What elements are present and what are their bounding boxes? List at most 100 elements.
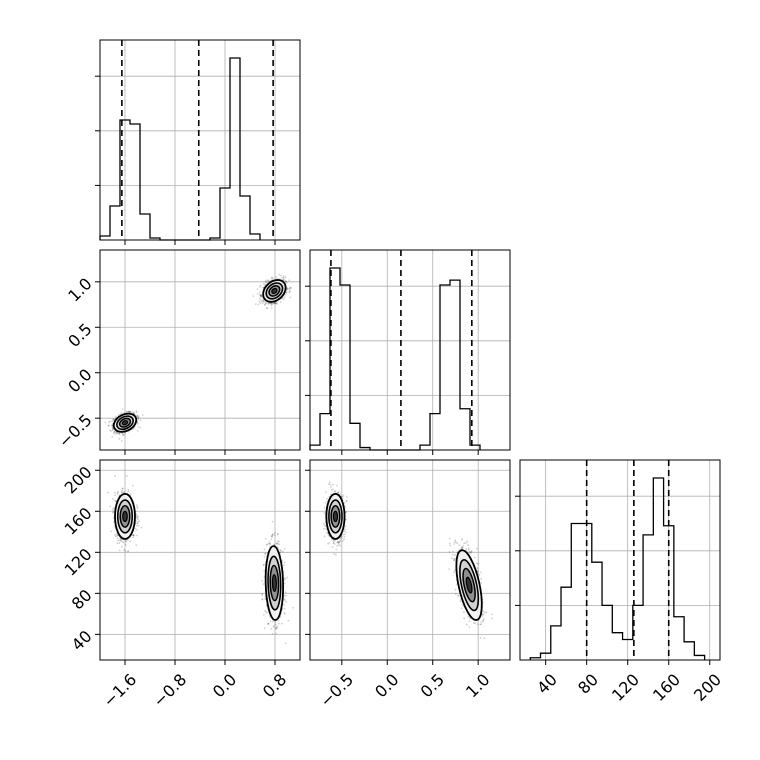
sample-point <box>265 279 267 282</box>
sample-point <box>327 483 330 486</box>
sample-point <box>274 621 277 623</box>
sample-point <box>136 504 138 506</box>
sample-point <box>286 287 289 290</box>
sample-point <box>270 307 273 309</box>
sample-point <box>344 528 346 531</box>
histogram-bars <box>309 267 481 451</box>
sample-point <box>127 488 130 491</box>
sample-point <box>267 622 270 625</box>
sample-point <box>285 280 288 283</box>
x-tick-label: 200 <box>690 670 725 705</box>
sample-point <box>333 490 336 493</box>
x-tick-label: 0.0 <box>209 670 240 701</box>
y-tick-label: 80 <box>68 586 96 614</box>
sample-point <box>112 509 114 512</box>
sample-point <box>322 523 325 525</box>
sample-point <box>336 484 338 487</box>
sample-point <box>268 302 271 305</box>
sample-point <box>264 552 266 555</box>
sample-point <box>111 420 114 423</box>
sample-point <box>275 542 278 545</box>
y-tick-label: 120 <box>61 545 96 580</box>
sample-point <box>270 627 273 630</box>
x-tick-label: 80 <box>574 670 602 698</box>
density-contour <box>271 287 278 294</box>
density-contour <box>121 420 129 426</box>
sample-point <box>263 284 266 287</box>
sample-point <box>334 553 337 556</box>
sample-point <box>267 542 270 545</box>
sample-point <box>120 491 123 494</box>
sample-point <box>136 429 139 432</box>
sample-point <box>283 594 286 597</box>
sample-point <box>278 622 280 625</box>
sample-point <box>328 481 331 484</box>
sample-point <box>285 601 288 603</box>
sample-point <box>337 491 340 493</box>
sample-point <box>287 619 290 622</box>
sample-point <box>286 288 288 291</box>
sample-point <box>260 300 263 303</box>
sample-point <box>264 598 267 601</box>
sample-point <box>343 538 345 541</box>
sample-point <box>264 553 267 556</box>
sample-point <box>120 440 123 442</box>
histogram-panel-2: 40 80 120 160 200 <box>515 459 725 705</box>
sample-point <box>126 539 129 541</box>
sample-point <box>133 411 135 414</box>
sample-point <box>285 282 288 284</box>
sample-point <box>288 279 291 282</box>
panel-frame <box>309 249 511 451</box>
sample-point <box>117 539 120 542</box>
sample-point <box>124 550 127 552</box>
sample-point <box>329 483 332 486</box>
sample-point <box>279 301 282 303</box>
sample-point <box>284 280 287 283</box>
sample-point <box>127 410 130 413</box>
sample-point <box>341 495 344 498</box>
sample-point <box>272 277 274 280</box>
sample-point <box>267 303 270 305</box>
sample-point <box>274 532 277 535</box>
sample-point <box>332 488 334 491</box>
sample-point <box>271 276 273 279</box>
sample-point <box>123 490 125 493</box>
x-tick-label: 160 <box>649 670 684 705</box>
sample-point <box>268 543 271 545</box>
sample-point <box>330 493 332 496</box>
sample-point <box>128 411 131 414</box>
sample-point <box>270 277 273 279</box>
sample-point <box>270 304 273 307</box>
sample-point <box>323 512 326 514</box>
sample-point <box>135 524 138 527</box>
sample-point <box>284 296 286 299</box>
sample-point <box>344 533 346 536</box>
sample-point <box>283 613 286 615</box>
sample-point <box>125 540 128 543</box>
sample-point <box>137 515 140 518</box>
sample-point <box>111 435 114 438</box>
sample-point <box>330 488 333 491</box>
sample-point <box>284 577 287 580</box>
sample-point <box>276 546 279 549</box>
sample-point <box>112 432 115 435</box>
sample-point <box>136 414 139 417</box>
sample-point <box>266 611 268 614</box>
sample-point <box>449 542 451 545</box>
y-tick-label: 1.0 <box>64 274 95 305</box>
sample-point <box>280 550 282 552</box>
sample-point <box>283 611 286 614</box>
sample-point <box>114 499 116 502</box>
sample-point <box>262 286 264 289</box>
sample-point <box>344 531 347 534</box>
sample-point <box>117 414 120 416</box>
sample-point <box>112 511 115 513</box>
sample-point <box>259 302 261 304</box>
sample-point <box>115 532 118 535</box>
sample-point <box>285 280 288 283</box>
sample-point <box>121 540 124 543</box>
sample-point <box>107 424 110 427</box>
sample-point <box>268 302 271 305</box>
sample-point <box>343 535 346 538</box>
